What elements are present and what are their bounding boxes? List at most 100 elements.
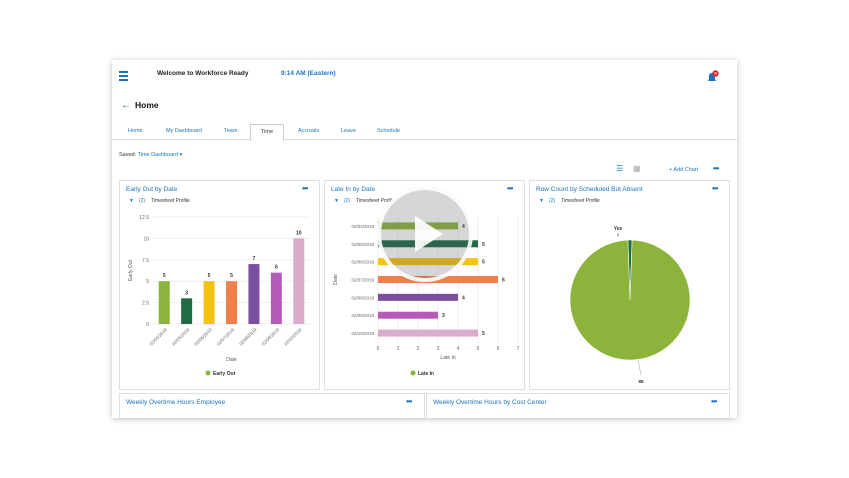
y-tick-label: 5	[146, 279, 149, 285]
saved-dashboard: Saved: Time Dashboard ▾	[119, 152, 183, 158]
tab-time[interactable]: Time	[250, 124, 285, 141]
x-tick-label: 02/09/2019	[261, 327, 281, 347]
card-filter[interactable]: ▼ (2) Timesheet Profile	[129, 198, 190, 204]
bar	[270, 272, 282, 324]
data-label: 10	[296, 230, 302, 236]
tab-home[interactable]: Home	[128, 128, 143, 134]
y-tick-label: 02/05/2019	[351, 242, 374, 247]
page-title: ← Home	[121, 100, 159, 111]
slice-label: Yes	[614, 226, 623, 232]
x-tick-label: 02/07/2019	[216, 327, 236, 347]
back-arrow-icon[interactable]: ←	[121, 100, 131, 111]
x-tick-label: 2	[417, 346, 420, 352]
x-axis-title: Date	[226, 357, 237, 363]
data-label: 5	[230, 273, 233, 279]
card-menu-icon[interactable]: •••	[406, 397, 412, 406]
app-window: Welcome to Workforce Ready 9:14 AM (East…	[112, 60, 737, 418]
tab-schedule[interactable]: Schedule	[377, 128, 400, 134]
bar	[203, 281, 215, 324]
x-tick-label: 1	[397, 346, 400, 352]
y-tick-label: 0	[146, 322, 149, 328]
tab-accruals[interactable]: Accruals	[298, 128, 320, 134]
card-filter[interactable]: ▼ (2) Timesheet Profile	[539, 198, 600, 204]
data-label: 3	[442, 313, 445, 319]
slice-value: 1	[617, 232, 620, 237]
tab-leave[interactable]: Leave	[341, 128, 356, 134]
tab-bar: Home My Dashboard Team Time Accruals Lea…	[112, 124, 737, 141]
card-title: Weekly Overtime Hours by Cost Center	[433, 399, 547, 406]
x-tick-label: 02/08/2019	[238, 327, 258, 347]
legend-swatch	[205, 370, 211, 376]
play-icon	[415, 216, 443, 252]
y-tick-label: 02/06/2019	[351, 260, 374, 265]
card-filter[interactable]: ▼ (2) Timesheet Profile	[334, 198, 395, 204]
x-tick-label: 4	[457, 346, 460, 352]
chart-card-weekly-overtime-employee: Weekly Overtime Hours Employee •••	[119, 393, 425, 418]
y-axis-title: Early Out	[128, 259, 134, 280]
y-tick-label: 7.5	[142, 258, 149, 264]
bar	[248, 264, 260, 324]
card-title: Early Out by Date	[126, 186, 178, 193]
bar	[378, 329, 478, 337]
play-video-button[interactable]	[377, 186, 473, 282]
x-tick-label: 3	[437, 346, 440, 352]
slice-value: 88	[638, 379, 644, 384]
data-label: 5	[208, 273, 211, 279]
bar	[181, 298, 193, 324]
tab-my-dashboard[interactable]: My Dashboard	[166, 128, 202, 134]
top-bar: Welcome to Workforce Ready 9:14 AM (East…	[112, 60, 737, 88]
tab-team[interactable]: Team	[224, 128, 238, 134]
chart-card-scheduled-absent: Row Count by Scheduled But Absent ••• ▼(…	[529, 180, 730, 390]
leader-line	[637, 359, 642, 376]
data-label: 5	[163, 273, 166, 279]
bar	[293, 238, 305, 324]
legend-label: Early Out	[213, 371, 236, 377]
y-tick-label: 02/09/2019	[351, 313, 374, 318]
menu-icon[interactable]	[119, 71, 128, 81]
data-label: 5	[482, 260, 485, 266]
more-options-icon[interactable]: •••	[713, 164, 719, 173]
x-tick-label: 02/06/2019	[193, 327, 213, 347]
current-time: 9:14 AM (Eastern)	[281, 70, 336, 77]
x-tick-label: 7	[517, 346, 520, 352]
filter-icon: ▼	[334, 198, 339, 204]
x-tick-label: 02/10/2019	[283, 327, 303, 347]
card-menu-icon[interactable]: •••	[302, 184, 308, 193]
y-tick-label: 2.5	[142, 301, 149, 307]
legend-swatch	[410, 370, 416, 376]
x-tick-label: 6	[497, 346, 500, 352]
grid-view-icon[interactable]: ▦	[633, 164, 641, 173]
y-tick-label: 12.5	[139, 215, 149, 221]
bar	[226, 281, 237, 324]
data-label: 6	[275, 265, 278, 271]
chart-card-early-out: Early Out by Date ••• ▼ (2) Timesheet Prof…	[119, 180, 320, 390]
y-tick-label: 02/08/2019	[351, 295, 374, 300]
data-label: 3	[185, 290, 188, 296]
welcome-title: Welcome to Workforce Ready	[157, 70, 249, 77]
y-tick-label: 02/10/2019	[351, 331, 374, 336]
chart-card-weekly-overtime-cost-center: Weekly Overtime Hours by Cost Center •••	[426, 393, 730, 418]
bar	[158, 281, 170, 324]
bar	[378, 293, 458, 301]
add-chart-button[interactable]: + Add Chart	[669, 167, 699, 173]
notification-badge: 99	[714, 72, 718, 76]
card-menu-icon[interactable]: •••	[507, 184, 513, 193]
bell-icon[interactable]: 99	[706, 70, 720, 84]
dashboard-select[interactable]: Time Dashboard ▾	[137, 152, 183, 158]
bar	[378, 311, 438, 319]
data-label: 7	[253, 256, 256, 262]
filter-icon: ▼	[539, 198, 544, 204]
card-title: Weekly Overtime Hours Employee	[126, 399, 226, 406]
legend-label: Late In	[418, 371, 434, 377]
data-label: 5	[482, 331, 485, 337]
x-tick-label: 0	[377, 346, 380, 352]
card-menu-icon[interactable]: •••	[712, 184, 718, 193]
y-tick-label: 02/04/2019	[351, 224, 374, 229]
card-title: Row Count by Scheduled But Absent	[536, 186, 643, 193]
early-out-bar-chart: 0 2.5 5 7.5 10 12.5 5 02/04/2019 3 02/05/2019 5 02/…	[128, 215, 310, 377]
list-view-icon[interactable]: ☰	[616, 164, 624, 173]
filter-icon: ▼	[129, 198, 134, 204]
card-menu-icon[interactable]: •••	[711, 397, 717, 406]
data-label: 4	[462, 295, 465, 301]
